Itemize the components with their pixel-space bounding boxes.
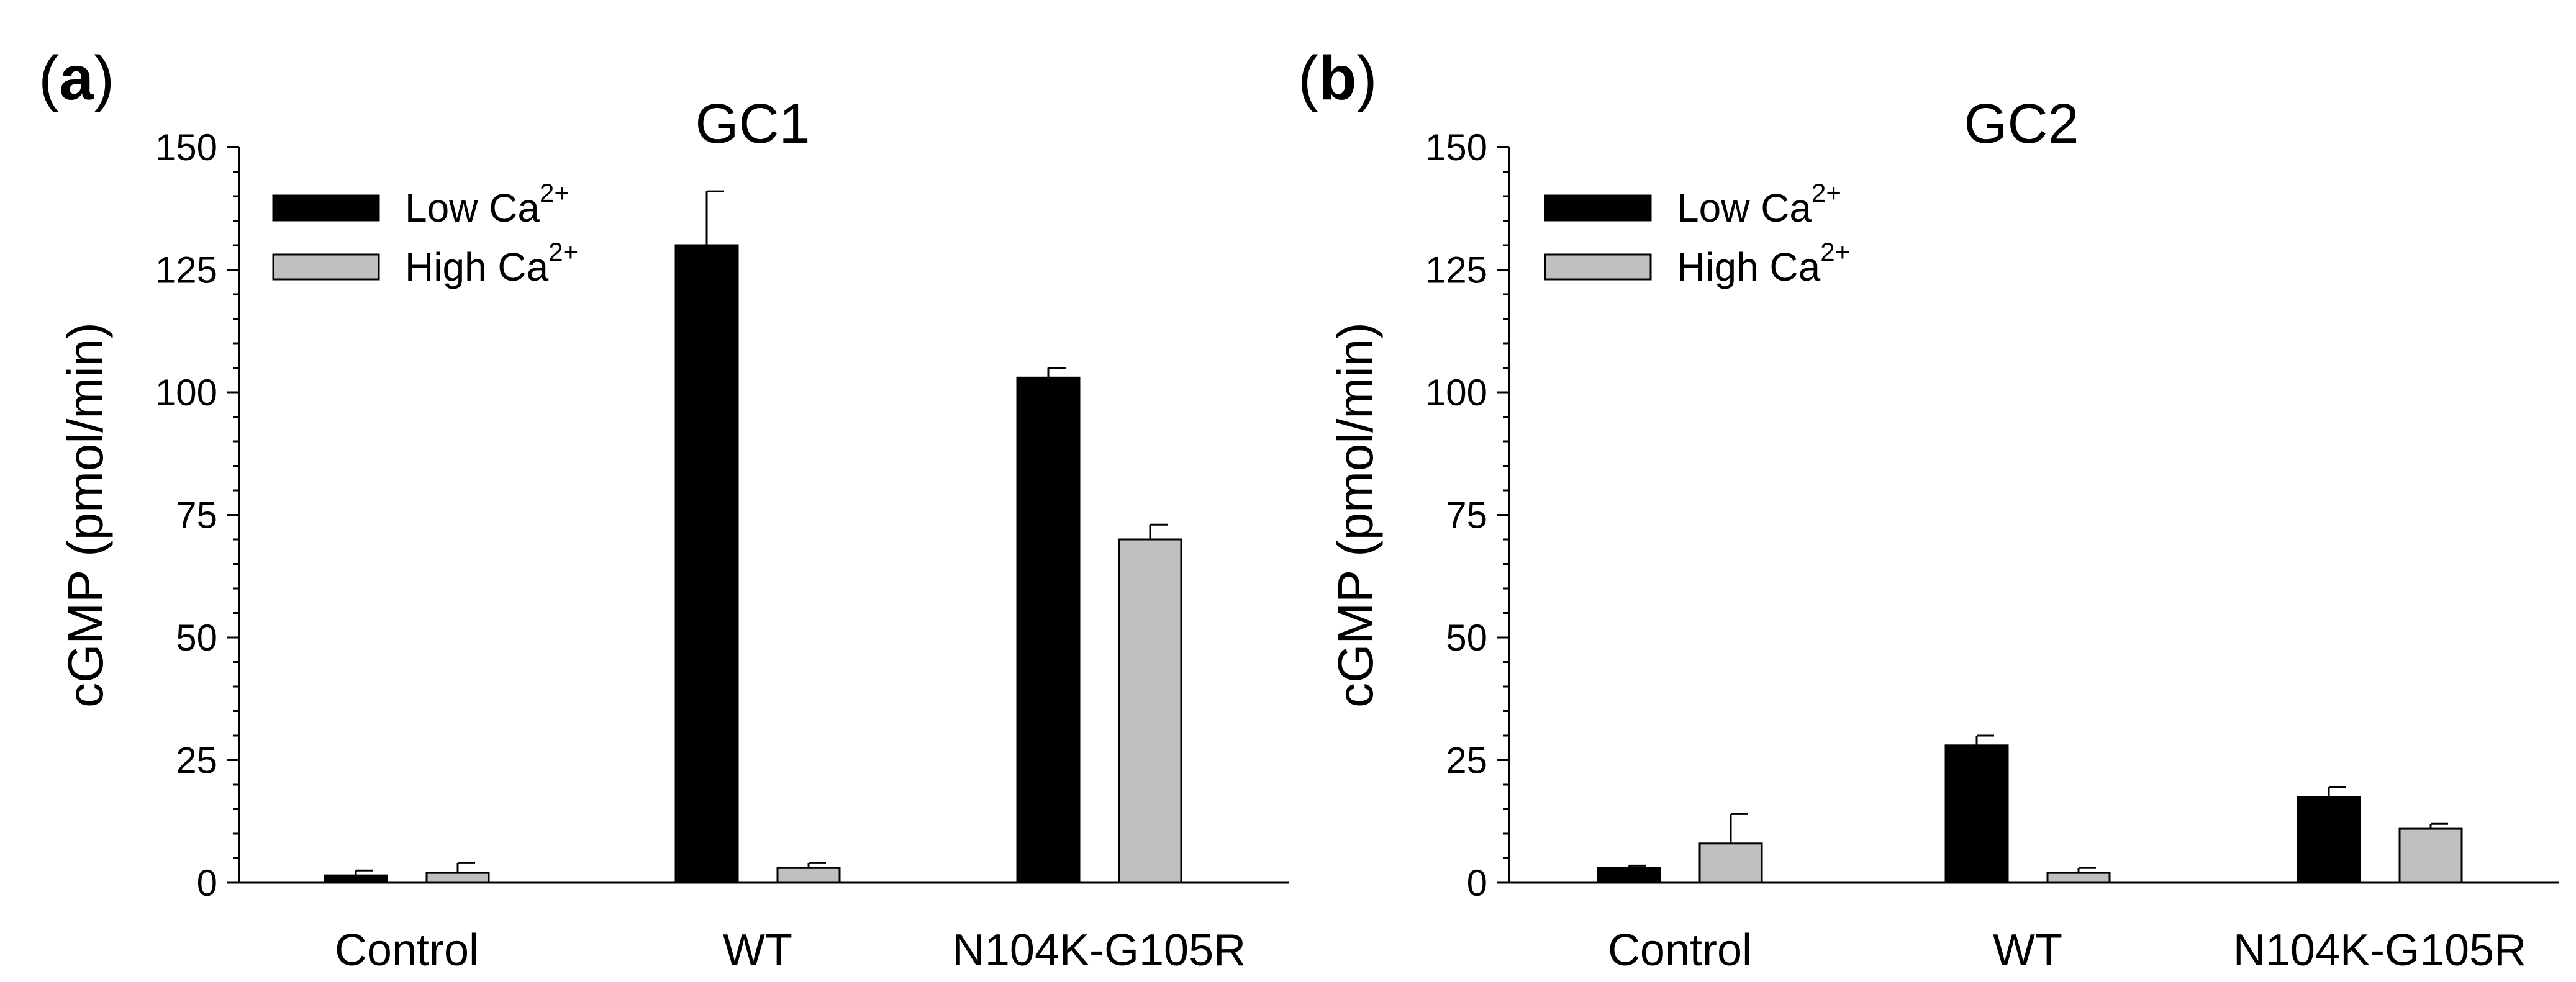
legend-swatch [1544,194,1652,222]
y-tick-label: 25 [1446,740,1487,782]
legend-swatch [1544,253,1652,281]
legend: Low Ca2+ High Ca2+ [272,178,578,289]
legend-swatch [272,253,380,281]
bar-low-ca [1944,744,2009,884]
bar-high-ca [1118,538,1182,884]
y-tick-label: 75 [1446,495,1487,536]
bar-high-ca [776,867,841,884]
x-category-label: Control [335,926,479,975]
bar-low-ca [2297,796,2361,884]
y-tick-label: 0 [197,862,217,904]
legend-label: Low Ca2+ [1677,178,1841,230]
bar-high-ca [2398,827,2463,884]
chart-title: GC2 [1964,93,2079,155]
y-tick-label: 75 [176,495,217,536]
legend-label: High Ca2+ [1677,237,1850,289]
bar-low-ca [324,874,388,884]
y-tick-label: 150 [155,127,217,168]
y-tick-label: 100 [155,372,217,413]
y-axis-label: cGMP (pmol/min) [1328,322,1383,708]
x-category-label: N104K-G105R [953,926,1246,975]
bar-low-ca [1597,867,1661,884]
bar-low-ca [1016,376,1081,884]
panel-b: (b) GC2 cGMP (pmol/min) 0 25 50 75 100 125 150 Con… [1298,43,2559,975]
bar-high-ca [2046,872,2111,884]
y-tick-label: 25 [176,740,217,782]
x-category-label: N104K-G105R [2233,926,2526,975]
chart-title: GC1 [695,93,810,155]
y-tick-label: 125 [1425,250,1487,291]
x-category-label: Control [1608,926,1752,975]
y-tick-label: 100 [1425,372,1487,413]
bar-low-ca [674,244,739,884]
panel-label: (b) [1298,43,1377,113]
legend-swatch [272,194,380,222]
bar-high-ca [1698,842,1763,884]
y-tick-label: 50 [176,617,217,659]
panel-label: (a) [39,43,114,113]
legend-label: High Ca2+ [405,237,578,289]
y-tick-label: 50 [1446,617,1487,659]
y-axis-label: cGMP (pmol/min) [58,322,113,708]
y-tick-label: 125 [155,250,217,291]
legend: Low Ca2+ High Ca2+ [1544,178,1850,289]
panel-a: (a) GC1 cGMP (pmol/min) 0 25 50 75 100 125 150 Con… [39,43,1289,975]
legend-label: Low Ca2+ [405,178,569,230]
x-category-label: WT [723,926,792,975]
y-tick-label: 0 [1467,862,1487,904]
bar-high-ca [425,872,490,884]
y-tick-label: 150 [1425,127,1487,168]
x-category-label: WT [1993,926,2062,975]
